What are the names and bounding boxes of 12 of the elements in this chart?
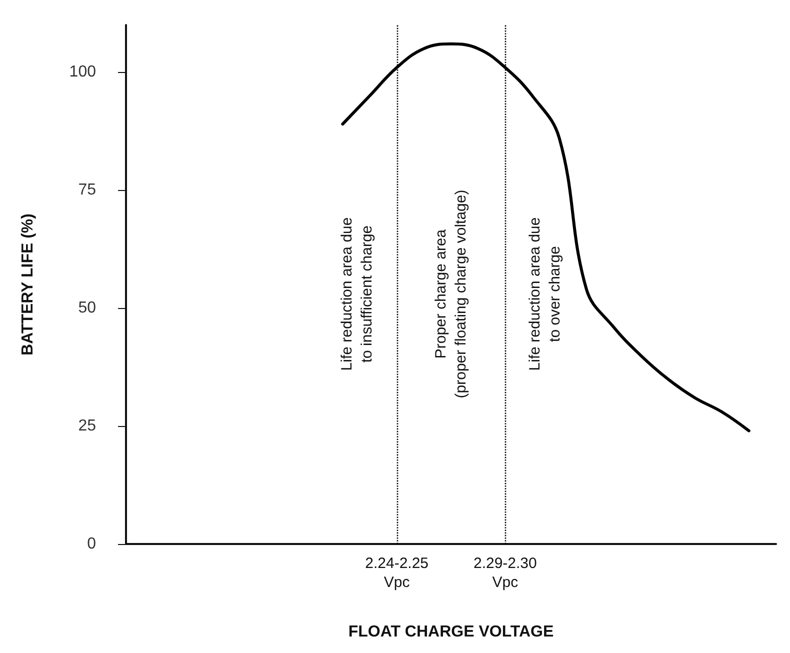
y-tick-label: 75: [78, 182, 96, 199]
x-axis-title: FLOAT CHARGE VOLTAGE: [348, 624, 554, 640]
y-tick-label: 50: [78, 300, 96, 317]
y-axis-title: BATTERY LIFE (%): [20, 214, 36, 356]
x-tick-label: 2.24-2.25 Vpc: [365, 555, 429, 591]
y-tick-label: 100: [69, 64, 96, 81]
y-tick-label: 25: [78, 418, 96, 435]
annotation: Life reduction area due to over charge: [526, 217, 564, 371]
annotation: Proper charge area (proper floating charge voltage): [432, 190, 470, 398]
annotation: Life reduction area due to insufficient charge: [338, 217, 376, 371]
y-tick-label: 0: [87, 536, 96, 552]
x-tick-label: 2.29-2.30 Vpc: [473, 555, 537, 591]
